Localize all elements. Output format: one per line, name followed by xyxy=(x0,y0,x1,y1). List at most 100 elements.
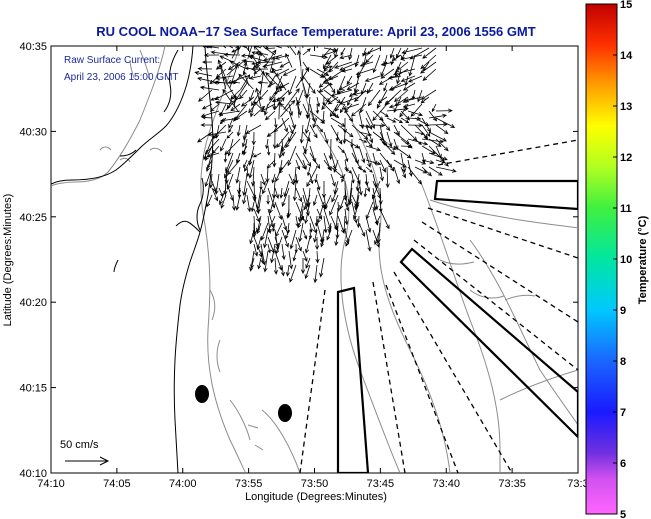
current-vector-arrow xyxy=(240,96,255,107)
current-vector-arrow xyxy=(386,145,397,150)
current-vector-arrow xyxy=(227,75,248,84)
map-layer xyxy=(51,46,578,473)
current-vector-arrow xyxy=(274,201,283,220)
current-vector-arrow xyxy=(266,159,276,169)
current-vector-arrow xyxy=(292,166,298,184)
current-vector-arrow xyxy=(414,138,422,146)
current-vector-arrow xyxy=(260,222,269,241)
current-vector-arrow xyxy=(280,99,296,118)
current-vector-arrow xyxy=(281,264,285,277)
current-vector-arrow xyxy=(285,52,293,68)
current-vector-arrow xyxy=(383,82,388,92)
current-vector-arrow xyxy=(226,173,234,190)
current-vector-arrow xyxy=(428,110,438,122)
annotation-line1: Raw Surface Current: xyxy=(64,55,160,66)
current-vector-arrow xyxy=(202,46,213,49)
current-vector-arrow xyxy=(257,257,262,270)
current-vector-arrow xyxy=(316,96,321,108)
current-vector-arrow xyxy=(256,194,262,214)
current-vector-arrow xyxy=(267,236,275,254)
current-vector-arrow xyxy=(394,61,409,73)
current-vector-arrow xyxy=(295,100,300,119)
current-vector-arrow xyxy=(347,96,353,107)
current-vector-arrow xyxy=(428,152,448,161)
current-vector-arrow xyxy=(344,208,349,226)
current-vector-arrow xyxy=(323,194,332,210)
current-vector-arrow xyxy=(206,194,213,208)
current-vector-arrow xyxy=(263,49,277,69)
current-vector-arrow xyxy=(365,166,373,173)
current-vector-arrow xyxy=(214,89,234,101)
current-vector-arrow xyxy=(264,110,276,121)
current-vector-arrow xyxy=(243,159,248,169)
colorbar-tick-label: 6 xyxy=(620,458,626,470)
x-tick-label: 73:3 xyxy=(567,478,588,490)
current-vector-arrow xyxy=(305,96,311,120)
current-vector-arrow xyxy=(314,173,318,184)
current-vector-arrow xyxy=(372,103,388,122)
current-vector-arrow xyxy=(400,144,413,149)
current-vector-arrow xyxy=(274,46,283,49)
current-vector-arrow xyxy=(250,201,255,213)
current-vector-arrow xyxy=(365,145,382,152)
current-vector-arrow xyxy=(251,51,262,56)
current-vector-arrow xyxy=(273,257,278,275)
current-vector-arrow xyxy=(288,75,297,96)
current-vector-arrow xyxy=(367,89,381,107)
current-vector-arrow xyxy=(295,159,301,171)
x-tick-label: 74:00 xyxy=(169,478,197,490)
current-vector-arrow xyxy=(200,110,220,118)
current-vector-arrow xyxy=(241,131,248,148)
current-vector-arrow xyxy=(323,215,328,234)
current-vector-arrow xyxy=(316,46,318,49)
current-vector-arrow xyxy=(386,159,395,172)
current-vector-arrow xyxy=(352,89,374,96)
current-vector-arrow xyxy=(402,103,416,109)
current-vector-arrow xyxy=(379,138,396,155)
current-vector-arrow xyxy=(267,208,275,229)
current-vector-arrow xyxy=(285,131,297,149)
current-vector-arrow xyxy=(372,123,386,128)
current-vector-arrow xyxy=(268,194,276,214)
current-vector-arrow xyxy=(269,55,276,73)
current-vector-arrow xyxy=(272,152,277,168)
colorbar-tick-label: 9 xyxy=(620,305,626,317)
current-vector-arrow xyxy=(214,173,220,195)
current-vector-arrow xyxy=(260,250,265,265)
current-vector-arrow xyxy=(323,159,332,172)
current-vector-arrow xyxy=(358,145,366,164)
current-vector-arrow xyxy=(316,68,330,76)
current-vector-arrow xyxy=(364,75,381,82)
current-vector-arrow xyxy=(297,49,302,67)
colorbar-label: Temperature (°C) xyxy=(637,215,649,304)
current-vector-arrow xyxy=(289,46,297,56)
current-vector-arrow xyxy=(359,96,367,114)
current-vector-arrow xyxy=(421,159,435,165)
current-vector-arrow xyxy=(335,131,340,142)
current-vector-arrow xyxy=(281,229,289,248)
bathymetry-contours xyxy=(51,46,578,473)
current-vector-arrow xyxy=(359,61,374,67)
current-vector-arrow xyxy=(379,208,390,230)
current-vector-arrow xyxy=(307,166,311,177)
current-vector-arrow xyxy=(358,222,366,238)
current-vector-arrow xyxy=(428,113,447,119)
current-vector-arrow xyxy=(329,103,339,118)
current-vector-arrow xyxy=(267,215,276,233)
current-vector-arrow xyxy=(270,243,276,264)
current-vector-arrow xyxy=(318,82,332,93)
current-vector-arrow xyxy=(251,131,256,146)
current-vector-arrow xyxy=(309,152,321,169)
current-vector-arrow xyxy=(222,88,240,113)
current-vector-arrow xyxy=(316,201,325,224)
current-vector-arrow xyxy=(273,117,290,133)
current-vector-arrow xyxy=(248,75,262,80)
current-vector-arrow xyxy=(197,89,213,102)
current-vector-arrow xyxy=(414,166,428,174)
colorbar-tick-label: 10 xyxy=(620,254,632,266)
current-vector-arrow xyxy=(288,250,294,270)
colorbar xyxy=(585,3,618,515)
current-vector-arrow xyxy=(275,166,283,183)
x-tick-label: 73:40 xyxy=(432,478,460,490)
current-vector-arrow xyxy=(393,96,402,113)
